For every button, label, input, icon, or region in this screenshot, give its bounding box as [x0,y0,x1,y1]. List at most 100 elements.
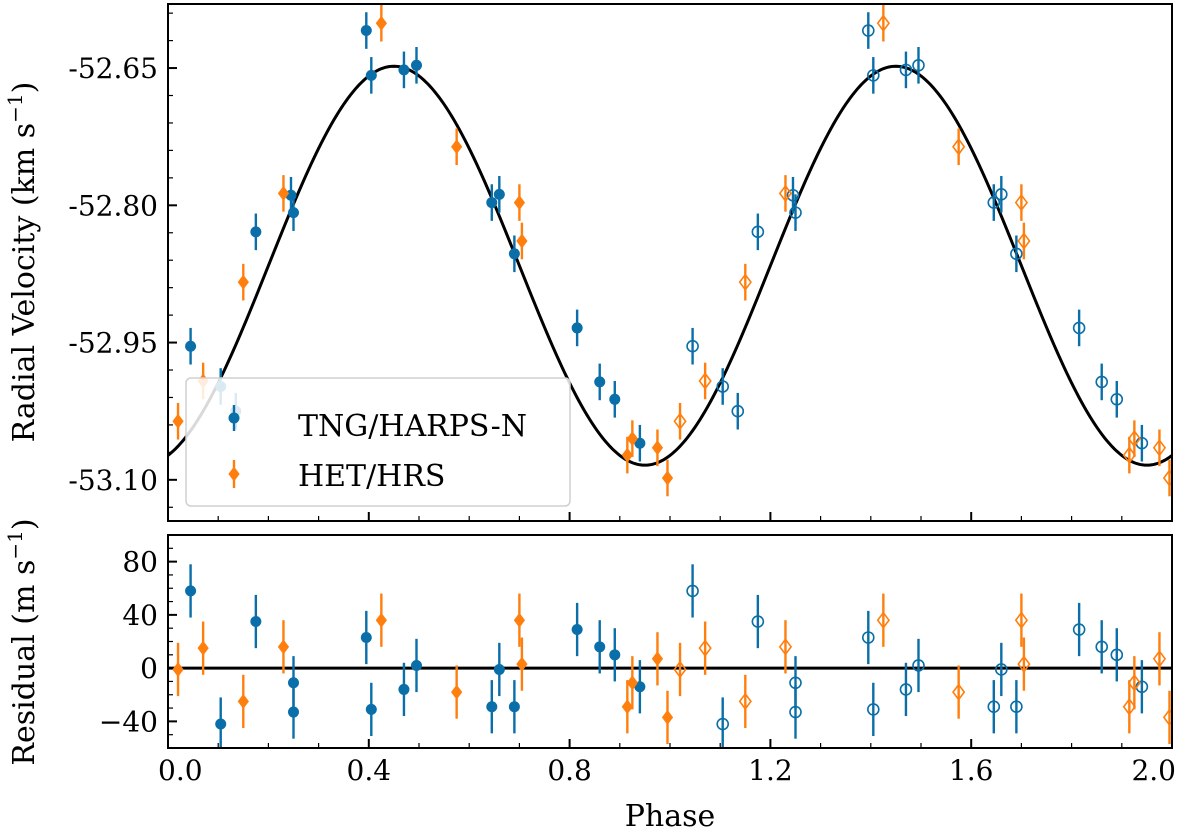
residual-y-axis-unit-sup: −1 [3,530,27,559]
rv-het-point-1-0 [673,412,687,431]
residual-het-point-1-2 [738,692,752,711]
residual-het-point-0-8 [621,699,633,715]
x-tick-label-4: 1.6 [949,754,994,787]
rv-tng-point-0-5 [288,207,299,219]
rv-ytick-label-2: -52.95 [68,327,158,360]
legend-het-point [228,466,240,482]
residual-tng-point-0-14 [609,649,621,661]
residual-het-point-0-4 [375,612,387,628]
legend-het-marker [228,460,240,488]
residual-het-point-0-10 [651,651,664,667]
rv-panel: -52.65 -52.80 -52.95 -53.10 TNG/HARPS-N HET… [3,3,1173,522]
rv-tng-point-0-11 [493,188,505,200]
rv-panel-frame [167,3,1173,522]
residual-tng-point-0-3 [288,677,299,689]
residual-y-ticks: 80 40 0 −40 [99,546,177,738]
residual-tng-point-1-5 [861,631,875,644]
residual-panel-frame [167,534,1173,749]
residual-het-point-1-9 [1127,673,1141,692]
rv-tng-point-0-13 [571,322,583,334]
residual-tng-point-0-10 [493,663,505,675]
residual-het-point-1-10 [1152,649,1167,668]
legend-tng-marker [228,405,240,431]
rv-het-point-0-4 [375,15,387,31]
residual-het-point-1-8 [1122,697,1136,716]
residual-plot-area [168,535,1172,748]
residual-ytick-label-3: −40 [99,705,158,738]
residual-het-point-0-3 [277,639,290,655]
rv-het-point-1-2 [738,273,752,292]
rv-tng-point-1-4 [786,188,800,202]
residual-tng-point-1-12 [1072,623,1086,636]
residual-het-point-0-2 [237,693,249,709]
x-tick-label-0: 0.0 [158,754,203,787]
rv-tng-point-0-0 [185,340,197,352]
rv-y-axis-unit-close: ) [7,82,42,94]
rv-tng-point-1-8 [899,63,913,77]
rv-het-point-0-5 [451,139,463,155]
residual-y-axis-title-text: Residual [7,634,42,765]
rv-tng-point-1-0 [686,339,699,353]
rv-ytick-label-3: -53.10 [68,464,158,497]
residual-tng-point-1-8 [912,659,925,672]
rv-tng-point-1-14 [1095,375,1109,389]
rv-het-point-1-5 [952,137,966,156]
residual-ytick-label-0: 80 [122,546,158,579]
rv-het-point-1-7 [1017,232,1031,250]
residual-tng-point-1-14 [1110,648,1124,662]
rv-tng-point-1-2 [731,404,745,418]
rv-y-axis-title-text: Radial Velocity [7,216,42,443]
residual-tng-point-1-4 [789,705,802,719]
residual-tng-point-1-13 [1095,640,1109,654]
rv-tng-point-1-12 [1010,247,1023,261]
legend: TNG/HARPS-N HET/HRS [185,377,571,507]
rv-tng-point-0-10 [486,197,498,209]
rv-het-point-1-8 [1122,446,1136,464]
legend-frame [185,377,571,507]
residual-y-axis-unit-close: ) [7,518,42,530]
rv-tng-point-0-16 [634,437,646,449]
rv-tng-point-1-5 [789,206,802,219]
residual-tng-point-0-9 [486,701,498,713]
rv-tng-point-1-3 [751,225,765,239]
rv-tng-point-0-12 [508,248,520,260]
residual-panel: 80 40 0 −40 0.0 0.4 0.8 1.2 1.6 2.0 Residual (m … [3,518,1176,834]
rv-ytick-label-1: -52.80 [68,189,158,222]
x-tick-label-3: 1.2 [748,754,793,787]
residual-tng-point-1-9 [987,700,1001,714]
residual-tng-point-1-6 [867,703,880,716]
rv-het-point-1-1 [698,372,712,390]
residual-tng-point-0-8 [410,659,422,671]
rv-y-ticks: -52.65 -52.80 -52.95 -53.10 [68,52,177,497]
rv-het-point-1-10 [1152,438,1167,457]
rv-tng-point-0-15 [609,393,621,405]
residual-het-point-1-6 [1014,611,1029,630]
residual-tng-point-0-12 [571,624,583,636]
rv-model-curve [168,64,1172,467]
rv-het-point-0-9 [626,431,638,447]
rv-y-axis-title: Radial Velocity (km s−1) [3,82,42,443]
residual-tng-point-1-2 [751,615,765,628]
residual-het-point-0-9 [626,675,638,691]
residual-het-point-0-6 [513,612,526,628]
residual-tng-point-0-7 [398,683,410,695]
residual-het-point-1-3 [778,637,793,656]
rv-het-point-1-9 [1127,429,1141,448]
residual-tng-point-0-6 [365,703,377,715]
rv-tng-point-1-11 [995,188,1008,201]
residual-het-point-0-1 [197,640,209,656]
rv-tng-point-0-6 [360,25,372,37]
residual-tng-point-0-2 [250,616,262,628]
rv-y-axis-unit: (km s [7,123,42,206]
rv-het-point-0-11 [661,470,674,486]
residual-tng-point-0-4 [288,706,299,718]
residual-tng-point-1-0 [686,584,699,598]
residual-tng-point-0-1 [215,718,227,730]
rv-het-point-0-0 [172,413,184,429]
rv-het-point-0-10 [651,440,664,456]
rv-tng-point-0-14 [594,376,606,388]
rv-tng-point-0-3 [250,226,262,238]
residual-het-point-1-0 [673,660,687,679]
residual-tng-point-0-13 [594,641,606,653]
